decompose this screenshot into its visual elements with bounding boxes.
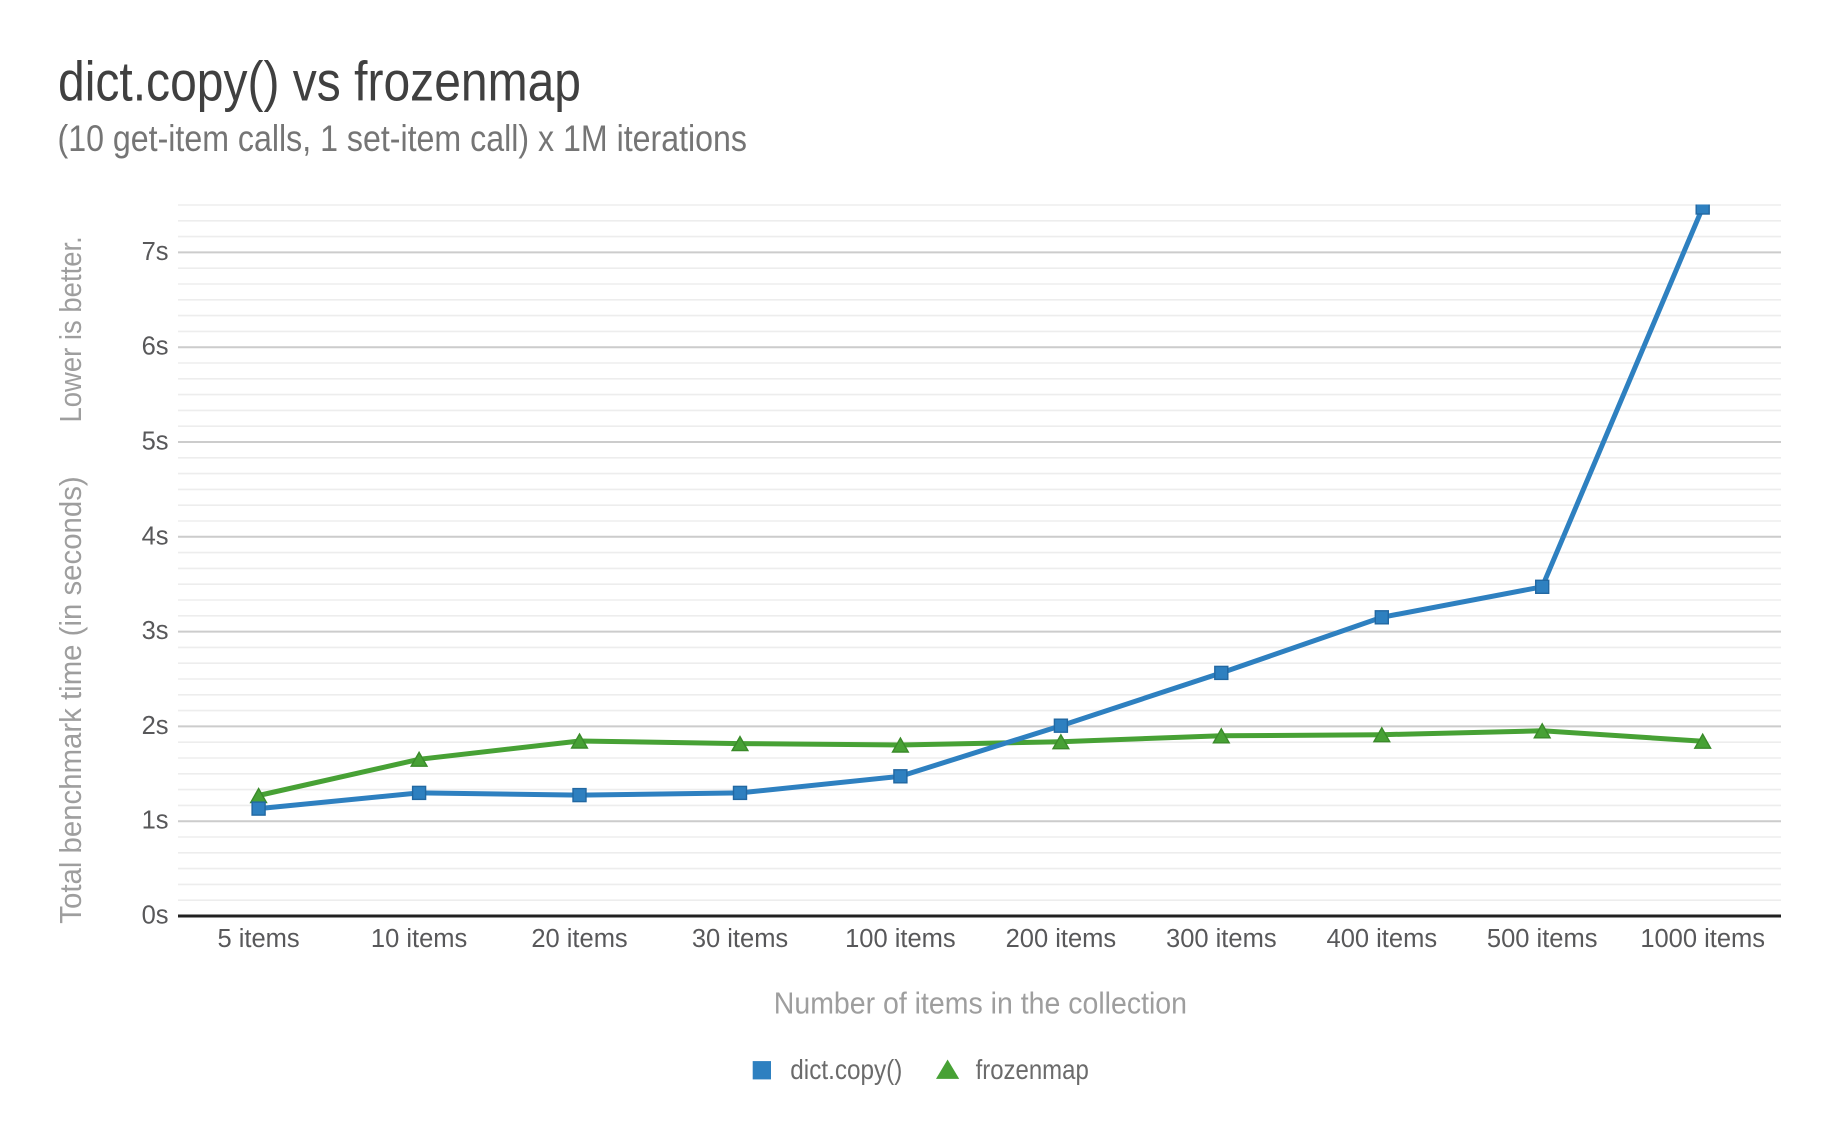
svg-text:5 items: 5 items [217, 925, 299, 953]
svg-text:5s: 5s [142, 428, 169, 456]
svg-text:7s: 7s [142, 238, 169, 266]
svg-text:500 items: 500 items [1487, 925, 1598, 953]
svg-text:0s: 0s [142, 902, 169, 930]
svg-text:dict.copy(): dict.copy() [790, 1054, 902, 1085]
svg-text:400 items: 400 items [1327, 925, 1438, 953]
svg-text:6s: 6s [142, 333, 169, 361]
svg-text:Total benchmark time (in secon: Total benchmark time (in seconds) [53, 476, 88, 923]
svg-text:2s: 2s [142, 712, 169, 740]
svg-text:300 items: 300 items [1166, 925, 1277, 953]
svg-text:3s: 3s [142, 617, 169, 645]
svg-text:4s: 4s [142, 522, 169, 550]
svg-text:200 items: 200 items [1006, 925, 1117, 953]
svg-text:frozenmap: frozenmap [976, 1054, 1089, 1085]
svg-text:10 items: 10 items [371, 925, 467, 953]
svg-text:Lower is better.: Lower is better. [53, 236, 88, 422]
svg-text:20 items: 20 items [531, 925, 627, 953]
svg-text:dict.copy() vs frozenmap: dict.copy() vs frozenmap [58, 50, 581, 113]
svg-text:100 items: 100 items [845, 925, 956, 953]
svg-text:30 items: 30 items [692, 925, 788, 953]
svg-text:1s: 1s [142, 807, 169, 835]
svg-text:1000 items: 1000 items [1640, 925, 1765, 953]
svg-text:(10 get-item calls, 1 set-item: (10 get-item calls, 1 set-item call) x 1… [58, 118, 748, 159]
svg-text:Number of items in the collect: Number of items in the collection [774, 986, 1187, 1021]
